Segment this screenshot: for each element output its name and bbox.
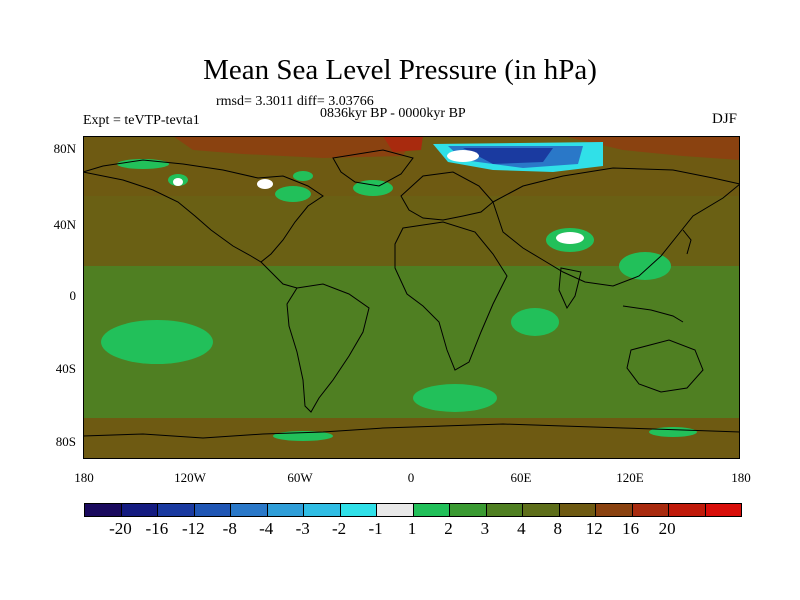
season-label: DJF [712, 111, 738, 127]
colorbar-swatch [377, 504, 414, 516]
lon-label-180-west: 180 [74, 470, 94, 485]
lat-label-40s: 40S [55, 361, 76, 376]
region-canada-white [257, 179, 273, 189]
map-frame [83, 136, 740, 459]
region-nh-midlat [83, 196, 740, 266]
colorbar-label: 16 [622, 519, 640, 538]
colorbar-label: 4 [517, 519, 526, 538]
colorbar-swatch [304, 504, 341, 516]
coast-antarctica [83, 423, 740, 439]
lon-label-60e: 60E [510, 470, 532, 485]
colorbar-swatch [486, 504, 523, 516]
colorbar-swatch [158, 504, 195, 516]
region-antarctic-band [83, 418, 740, 459]
colorbar-swatch [596, 504, 633, 516]
colorbar-label: -8 [222, 519, 237, 538]
region-arctic-hot-1 [173, 136, 413, 158]
coast-central-america [260, 261, 298, 289]
colorbar-swatch [267, 504, 304, 516]
colorbar-swatch [559, 504, 596, 516]
colorbar-label: -16 [145, 519, 169, 538]
region-s-atlantic-green [413, 384, 497, 412]
coast-south-america [286, 283, 370, 413]
colorbar [84, 503, 742, 517]
colorbar-swatch [85, 504, 122, 516]
coast-europe [400, 171, 494, 221]
coast-africa [394, 221, 508, 371]
pressure-map [83, 136, 740, 459]
lon-label-120w: 120W [174, 470, 206, 485]
region-siberia-core [463, 148, 553, 164]
coast-india [558, 267, 582, 310]
colorbar-swatch [632, 504, 669, 516]
region-antarctic-green-2 [649, 427, 697, 437]
region-siberia-white [447, 150, 479, 162]
region-indian-green [511, 308, 559, 336]
colorbar-label: 3 [480, 519, 490, 538]
lon-label-120e: 120E [616, 470, 644, 485]
region-hudson-green [293, 171, 313, 181]
colorbar-label: 1 [407, 519, 417, 538]
region-canada-green [275, 186, 311, 202]
region-arctic-hot-2 [563, 136, 740, 160]
colorbar-label: 8 [553, 519, 563, 538]
colorbar-swatch [413, 504, 450, 516]
region-tibet-white [556, 232, 584, 244]
colorbar-swatch [669, 504, 706, 516]
lon-label-180-east: 180 [731, 470, 751, 485]
region-s-pacific-green [101, 320, 213, 364]
coast-north-america [83, 159, 324, 263]
region-nwt-white [173, 178, 183, 186]
colorbar-swatch [450, 504, 487, 516]
coast-greenland [332, 149, 414, 187]
experiment-label: Expt = teVTP-tevta1 [83, 113, 200, 128]
colorbar-swatch [231, 504, 268, 516]
plot-subtitle: 0836kyr BP - 0000kyr BP [320, 106, 466, 121]
colorbar-swatch [523, 504, 560, 516]
lat-label-80n: 80N [53, 141, 76, 156]
colorbar-swatch [194, 504, 231, 516]
colorbar-label: -20 [109, 519, 132, 538]
lat-label-0: 0 [69, 288, 77, 303]
coast-australia [626, 339, 704, 393]
colorbar-swatch [705, 504, 741, 516]
coast-asia [492, 167, 740, 287]
colorbar-label: -1 [368, 519, 383, 538]
colorbar-label: -2 [332, 519, 347, 538]
colorbar-swatch [340, 504, 377, 516]
region-arctic-red [383, 136, 423, 152]
colorbar-label: -4 [259, 519, 274, 538]
lat-label-40n: 40N [53, 217, 76, 232]
region-china-green [619, 252, 671, 280]
coastlines [83, 149, 740, 439]
lon-label-0: 0 [407, 470, 415, 485]
colorbar-label: 20 [658, 519, 676, 538]
coast-japan [682, 229, 692, 255]
colorbar-label: 12 [585, 519, 603, 538]
lon-label-60w: 60W [287, 470, 313, 485]
plot-title: Mean Sea Level Pressure (in hPa) [203, 54, 597, 86]
lat-label-80s: 80S [55, 434, 76, 449]
colorbar-label: -3 [295, 519, 310, 538]
colorbar-label: -12 [181, 519, 205, 538]
colorbar-label: 2 [444, 519, 453, 538]
coast-se-asia [622, 305, 684, 323]
colorbar-swatch [121, 504, 158, 516]
stats-text: rmsd= 3.3011 diff= 3.03766 [216, 94, 374, 109]
